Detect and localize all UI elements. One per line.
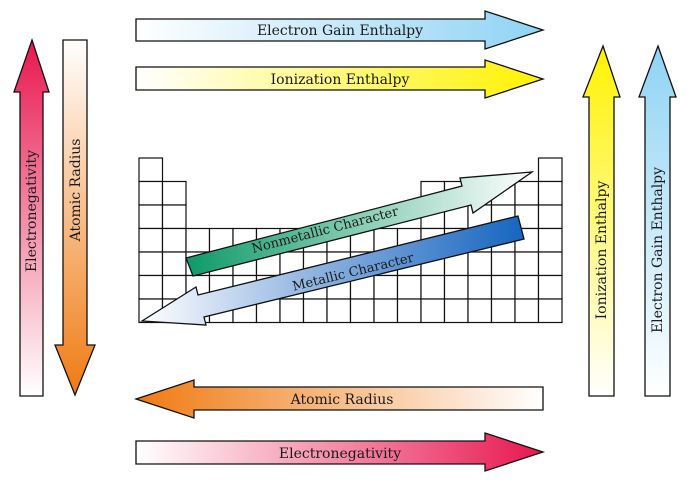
electronegativity-bottom-label: Electronegativity bbox=[279, 446, 401, 462]
table-cell bbox=[349, 298, 375, 324]
table-cell bbox=[161, 251, 187, 277]
table-cell bbox=[420, 298, 446, 324]
table-cell bbox=[467, 298, 493, 324]
table-cell bbox=[443, 298, 469, 324]
table-cell bbox=[302, 298, 328, 324]
electronegativity-left-arrow: Electronegativity bbox=[13, 37, 50, 397]
table-cell bbox=[161, 204, 187, 230]
ionization-enthalpy-right-label: Ionization Enthalpy bbox=[594, 181, 610, 320]
table-cell bbox=[396, 298, 422, 324]
table-cell bbox=[537, 298, 563, 324]
table-cell bbox=[373, 298, 399, 324]
table-cell bbox=[514, 251, 540, 277]
table-cell bbox=[537, 180, 563, 206]
atomic-radius-left-label: Atomic Radius bbox=[68, 139, 84, 243]
table-cell bbox=[514, 298, 540, 324]
electron-gain-enthalpy-top-label: Electron Gain Enthalpy bbox=[257, 23, 423, 39]
table-cell bbox=[537, 227, 563, 253]
ionization-enthalpy-top-label: Ionization Enthalpy bbox=[271, 72, 410, 88]
atomic-radius-bottom-label: Atomic Radius bbox=[290, 392, 394, 408]
table-cell bbox=[537, 204, 563, 230]
table-cell bbox=[138, 227, 164, 253]
atomic-radius-bottom-arrow: Atomic Radius bbox=[133, 379, 544, 419]
electronegativity-bottom-arrow: Electronegativity bbox=[135, 432, 546, 472]
table-cell bbox=[161, 180, 187, 206]
table-cell bbox=[467, 251, 493, 277]
table-cell bbox=[279, 298, 305, 324]
table-cell bbox=[537, 251, 563, 277]
table-cell bbox=[537, 157, 563, 183]
ionization-enthalpy-top-arrow: Ionization Enthalpy bbox=[135, 59, 546, 99]
table-cell bbox=[396, 274, 422, 300]
table-cell bbox=[490, 251, 516, 277]
table-cell bbox=[161, 227, 187, 253]
electron-gain-enthalpy-right-arrow: Electron Gain Enthalpy bbox=[638, 44, 677, 397]
table-cell bbox=[443, 274, 469, 300]
ionization-enthalpy-right-arrow: Ionization Enthalpy bbox=[582, 44, 621, 397]
table-cell bbox=[467, 274, 493, 300]
table-cell bbox=[138, 157, 164, 183]
atomic-radius-left-arrow: Atomic Radius bbox=[54, 39, 96, 397]
table-cell bbox=[138, 204, 164, 230]
table-cell bbox=[185, 227, 211, 253]
electronegativity-left-label: Electronegativity bbox=[24, 150, 40, 272]
table-cell bbox=[537, 274, 563, 300]
electron-gain-enthalpy-right-label: Electron Gain Enthalpy bbox=[650, 167, 666, 333]
table-cell bbox=[138, 251, 164, 277]
table-cell bbox=[138, 180, 164, 206]
table-cell bbox=[373, 274, 399, 300]
table-cell bbox=[326, 298, 352, 324]
table-cell bbox=[138, 274, 164, 300]
electron-gain-enthalpy-top-arrow: Electron Gain Enthalpy bbox=[135, 10, 546, 50]
table-cell bbox=[490, 274, 516, 300]
table-cell bbox=[514, 274, 540, 300]
table-cell bbox=[490, 298, 516, 324]
periodic-table-grid bbox=[138, 157, 563, 324]
table-cell bbox=[514, 180, 540, 206]
table-cell bbox=[420, 274, 446, 300]
